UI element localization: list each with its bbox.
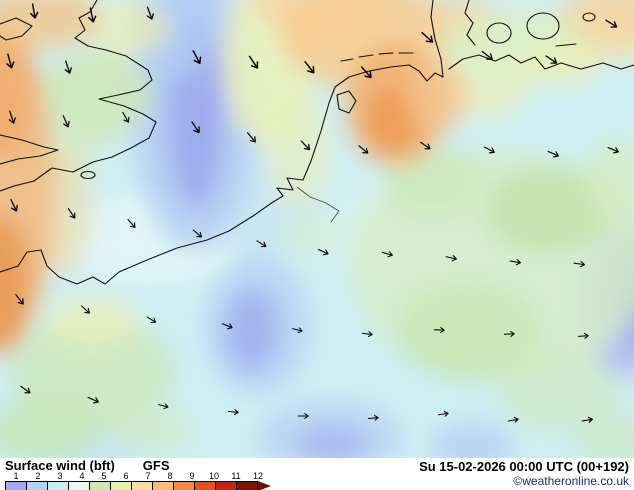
parameter-label: Surface wind (bft) xyxy=(5,458,115,473)
frisian-islands xyxy=(340,52,414,62)
legend-ticks: 1 2 3 4 5 6 7 8 9 10 11 12 xyxy=(5,471,271,481)
coast-north-wales xyxy=(0,17,33,41)
coast-baltic xyxy=(448,54,634,70)
datetime-label: Su 15-02-2026 00:00 UTC (00+192) xyxy=(419,459,629,474)
legend-color-box xyxy=(173,480,195,490)
legend-tick: 4 xyxy=(79,471,85,481)
legend-color-box xyxy=(89,480,111,490)
legend-tick: 9 xyxy=(189,471,195,481)
legend-tick: 8 xyxy=(167,471,173,481)
legend-color-box xyxy=(26,480,48,490)
legend-tick: 6 xyxy=(123,471,129,481)
legend-color-box xyxy=(131,480,153,490)
legend-color-box xyxy=(194,480,216,490)
legend-tick: 7 xyxy=(145,471,151,481)
wind-map xyxy=(0,0,634,458)
legend-tick: 1 xyxy=(13,471,19,481)
legend-color-box xyxy=(110,480,132,490)
island-lolland xyxy=(555,43,577,47)
legend-color-box xyxy=(47,480,69,490)
footer-right: Su 15-02-2026 00:00 UTC (00+192) ©weathe… xyxy=(419,459,629,488)
legend-color-box xyxy=(152,480,174,490)
isle-of-wight xyxy=(80,170,96,180)
copyright-label: ©weatheronline.co.uk xyxy=(513,474,629,488)
legend-tick: 2 xyxy=(35,471,41,481)
coastlines xyxy=(0,0,634,285)
coast-england xyxy=(0,0,157,192)
legend-color-box xyxy=(68,480,90,490)
island-zealand xyxy=(526,12,560,40)
legend-color-box xyxy=(236,480,258,490)
legend-bar xyxy=(5,480,271,490)
footer-left: Surface wind (bft) GFS 1 2 3 4 5 6 7 8 9 10 11 12 xyxy=(5,459,271,490)
rhine-river xyxy=(296,186,340,223)
legend-color-box xyxy=(5,480,27,490)
coast-jutland-east xyxy=(464,0,476,46)
island-funen xyxy=(486,22,512,44)
coast-bristol-channel xyxy=(0,134,59,165)
wind-speed-fields xyxy=(0,0,634,458)
legend-tick: 5 xyxy=(101,471,107,481)
model-label: GFS xyxy=(142,458,170,473)
legend-tick: 12 xyxy=(252,471,263,481)
legend-color-box xyxy=(215,480,237,490)
coast-continent xyxy=(0,0,444,285)
island-small xyxy=(582,12,596,22)
footer-titles: Surface wind (bft) GFS xyxy=(5,459,271,472)
footer: Surface wind (bft) GFS 1 2 3 4 5 6 7 8 9 10 11 12 S… xyxy=(0,458,634,490)
ijsselmeer-lake xyxy=(336,90,357,114)
legend-tick: 11 xyxy=(231,471,241,481)
legend-tick: 10 xyxy=(208,471,219,481)
legend-arrow-tip xyxy=(258,480,271,490)
legend-tick: 3 xyxy=(57,471,63,481)
wind-speed-legend: 1 2 3 4 5 6 7 8 9 10 11 12 xyxy=(5,472,271,490)
